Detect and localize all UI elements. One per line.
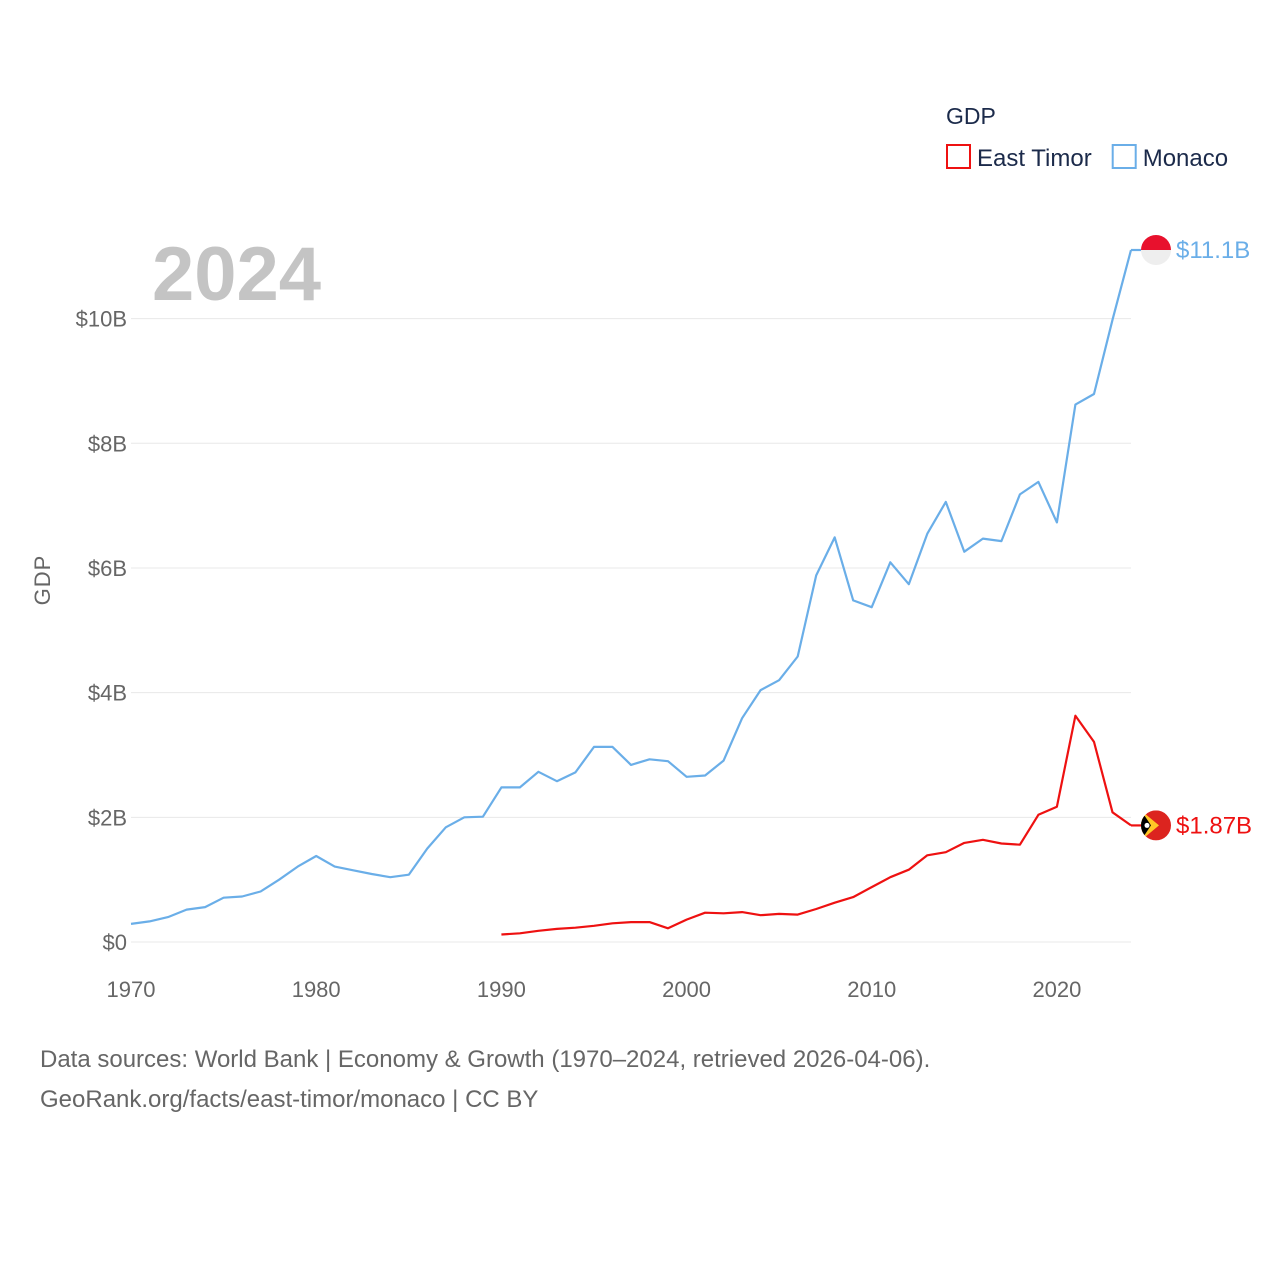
y-tick-label: $4B [88,681,127,706]
x-tick-label: 1970 [107,977,156,1002]
footer-sources: Data sources: World Bank | Economy & Gro… [40,1046,931,1073]
footer: Data sources: World Bank | Economy & Gro… [40,1040,1240,1120]
series-line-east-timor[interactable] [501,714,1132,936]
end-markers: $11.1B $1.87B [1131,235,1252,841]
x-tick-label: 2000 [662,977,711,1002]
flag-icon-east-timor [1141,810,1171,841]
end-value-label-monaco: $11.1B [1176,237,1250,264]
series-line-monaco[interactable] [130,249,1133,925]
y-tick-label: $8B [88,431,127,456]
legend[interactable]: GDP East Timor Monaco [946,103,1228,172]
y-tick-label: $0 [103,930,127,955]
x-tick-label: 1980 [292,977,341,1002]
y-axis-title: GDP [30,555,55,606]
gridlines [131,318,1131,943]
legend-label: East Timor [977,145,1092,172]
x-axis-ticks: 1970 1980 1990 2000 2010 2020 [107,977,1082,1002]
end-value-label-east-timor: $1.87B [1176,812,1252,839]
footer-attribution[interactable]: GeoRank.org/facts/east-timor/monaco | CC… [40,1086,539,1113]
x-tick-label: 2010 [847,977,896,1002]
legend-item-monaco[interactable]: Monaco [1111,144,1228,172]
legend-swatch [1111,144,1137,169]
flag-icon-monaco [1141,235,1171,265]
y-tick-label: $10B [76,307,127,332]
y-tick-label: $6B [88,556,127,581]
y-axis-ticks: $0 $2B $4B $6B $8B $10B [76,307,127,955]
x-tick-label: 1990 [477,977,526,1002]
x-tick-label: 2020 [1032,977,1081,1002]
legend-item-east-timor[interactable]: East Timor [946,144,1092,172]
legend-title: GDP [946,103,996,129]
legend-swatch [946,144,971,169]
series-lines [130,249,1133,936]
y-tick-label: $2B [88,805,127,830]
year-label: 2024 [152,232,321,317]
legend-label: Monaco [1143,145,1228,172]
